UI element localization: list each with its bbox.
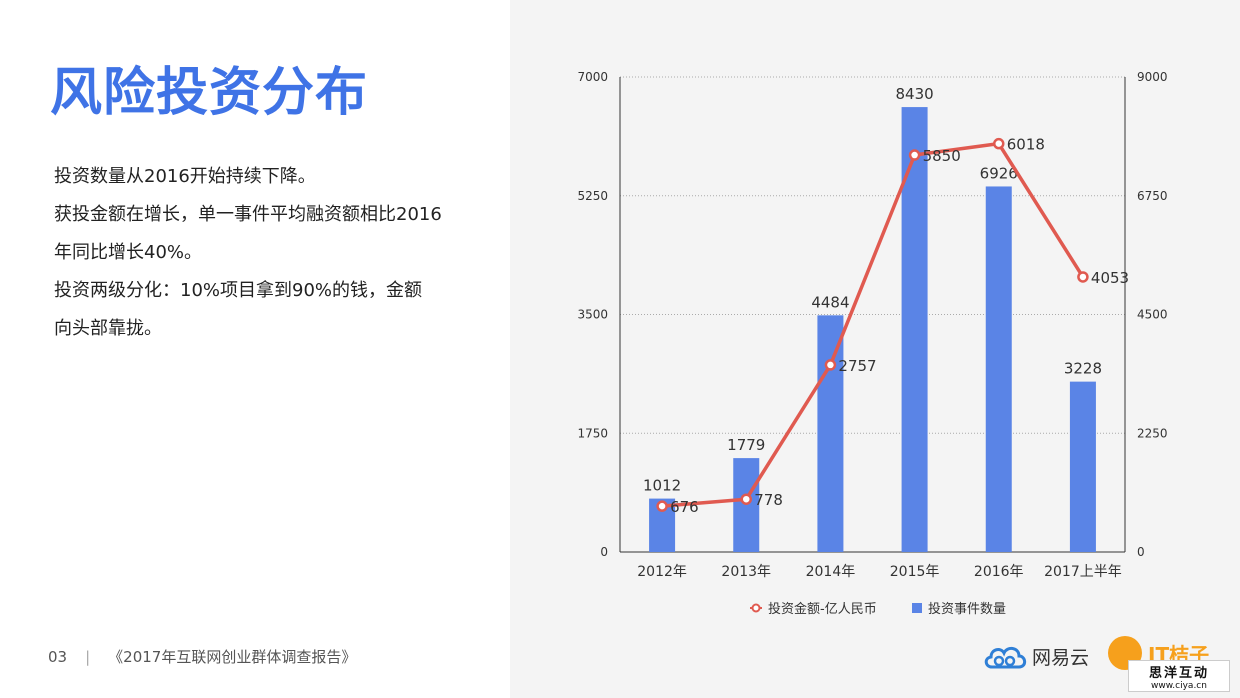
report-title: 《2017年互联网创业群体调查报告》 [108,648,357,666]
y-right-tick-label: 4500 [1137,308,1168,322]
bar-data-label: 1012 [643,477,681,495]
paragraph-line: 投资数量从2016开始持续下降。 [54,166,316,187]
page-number: 03 [48,648,68,666]
paragraph-line: 向头部靠拢。 [54,318,162,339]
paragraph-line: 年同比增长40%。 [54,242,203,263]
line-point [740,493,752,505]
y-right-tick-label: 0 [1137,545,1145,559]
paragraph-line: 投资两级分化：10%项目拿到90%的钱，金额 [54,280,423,301]
line-series-path [661,141,1085,508]
y-left-tick-label: 7000 [577,70,608,84]
watermark: 思洋互动 www.ciya.cn [1128,660,1230,692]
x-tick-label: 2012年 [637,564,687,580]
bar-data-label: 1779 [727,436,765,454]
line-point [824,359,837,371]
bar [1069,381,1096,552]
footer: 03 | 《2017年互联网创业群体调查报告》 [48,646,356,667]
line-data-label: 778 [754,491,783,509]
page-title: 风险投资分布 [50,63,369,123]
bar-data-label: 8430 [895,85,933,103]
combo-chart: 0 1750 3500 5250 7000 0 2250 4500 6750 9000 2012年 1… [577,70,1168,617]
x-tick-label: 2013年 [721,564,771,580]
y-left-tick-label: 3500 [577,308,608,322]
line-point [908,149,921,161]
legend-bar-label: 投资事件数量 [928,601,1006,617]
x-tick-label: 2014年 [806,564,856,580]
y-right-tick-label: 9000 [1137,70,1168,84]
cloud-icon [984,647,1027,669]
bar-data-label: 4484 [811,293,849,311]
watermark-line-1: 思洋互动 [1148,665,1209,681]
bar [733,458,760,552]
line-data-label: 2757 [838,357,876,375]
chart-panel-background [510,0,1240,698]
bar-data-label: 6926 [980,164,1018,182]
body-text: 投资数量从2016开始持续下降。 获投金额在增长，单一事件平均融资额相比2016… [54,158,474,348]
x-tick-label: 2017上半年 [1044,564,1122,580]
legend-line-label: 投资金额-亿人民币 [768,601,877,617]
line-point [1077,271,1089,283]
bar-data-label: 3228 [1064,360,1102,378]
bar [985,186,1012,552]
line-data-label: 4053 [1091,269,1129,287]
line-point [656,500,668,512]
legend-bar-swatch [912,603,922,613]
y-right-tick-label: 2250 [1137,426,1168,440]
footer-separator: | [85,648,91,666]
netease-logo-text: 网易云 [1032,646,1090,669]
bar [817,315,844,552]
watermark-line-2: www.ciya.cn [1151,680,1207,691]
line-data-label: 676 [670,498,699,516]
x-tick-label: 2016年 [974,564,1024,580]
paragraph-line: 获投金额在增长，单一事件平均融资额相比2016 [54,204,442,225]
line-point [993,137,1005,150]
y-right-tick-label: 6750 [1137,189,1168,203]
y-left-tick-label: 0 [600,545,608,559]
netease-cloud-logo: 网易云 [982,638,1089,674]
y-left-tick-label: 1750 [577,426,608,440]
x-tick-label: 2015年 [890,564,940,580]
line-data-label: 5850 [923,147,961,165]
y-left-tick-label: 5250 [577,189,608,203]
legend-line-marker [751,603,761,613]
line-data-label: 6018 [1007,136,1045,154]
